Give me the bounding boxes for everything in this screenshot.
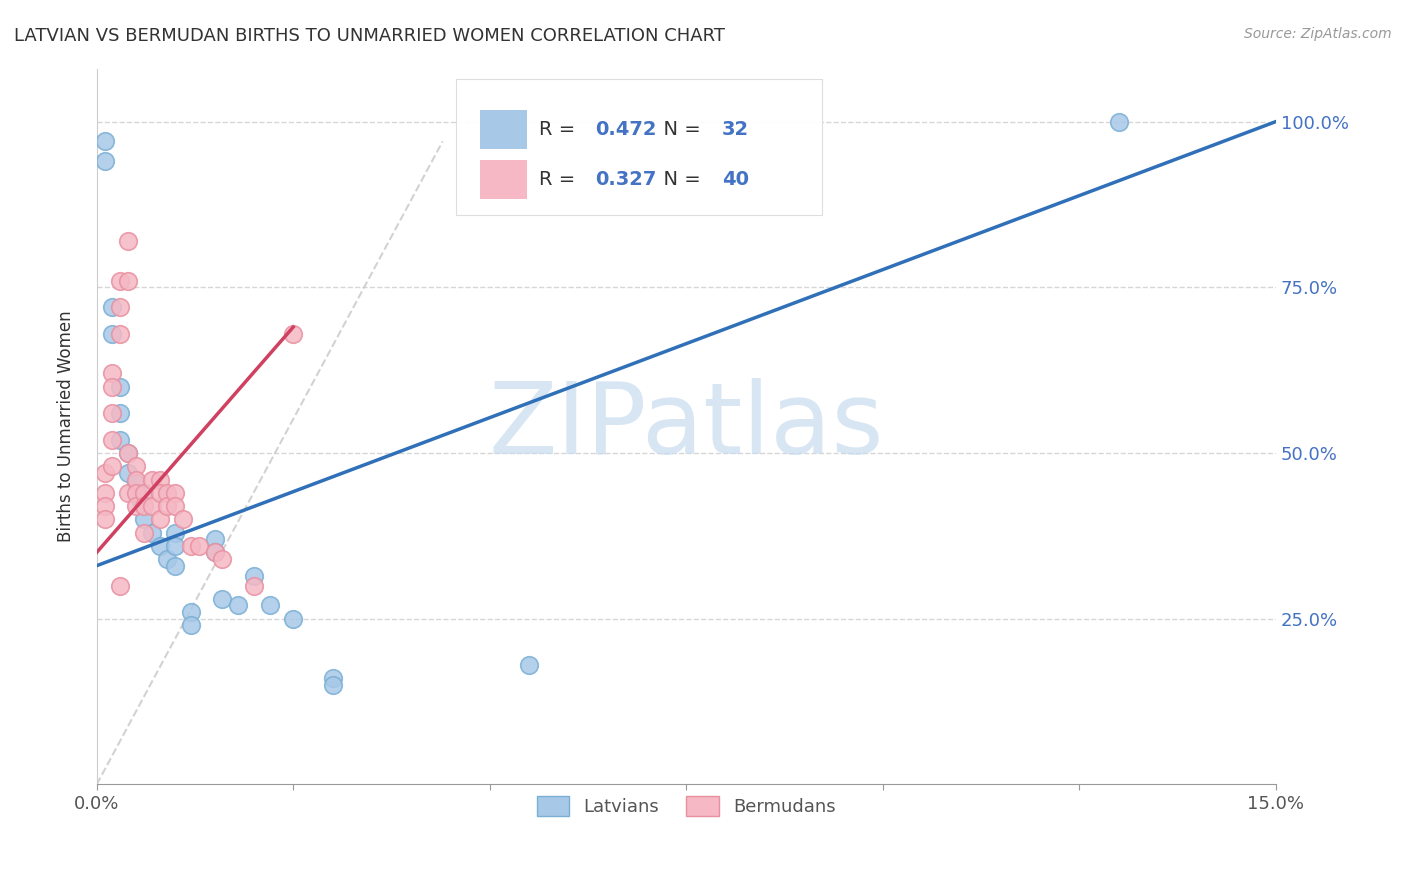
Point xyxy=(165,499,187,513)
Point xyxy=(517,658,540,673)
Point xyxy=(101,406,124,420)
Point xyxy=(322,678,344,692)
Point xyxy=(129,492,152,507)
Point xyxy=(1108,114,1130,128)
Point xyxy=(187,539,209,553)
Point xyxy=(132,525,155,540)
Point xyxy=(165,485,187,500)
Text: 40: 40 xyxy=(721,170,749,189)
Point xyxy=(110,406,132,420)
Text: ZIPatlas: ZIPatlas xyxy=(488,378,884,475)
Point xyxy=(283,326,305,341)
Point xyxy=(101,433,124,447)
Y-axis label: Births to Unmarried Women: Births to Unmarried Women xyxy=(58,310,75,542)
Text: LATVIAN VS BERMUDAN BIRTHS TO UNMARRIED WOMEN CORRELATION CHART: LATVIAN VS BERMUDAN BIRTHS TO UNMARRIED … xyxy=(14,27,725,45)
Point xyxy=(117,234,139,248)
Point xyxy=(156,552,179,566)
Text: Source: ZipAtlas.com: Source: ZipAtlas.com xyxy=(1244,27,1392,41)
Point xyxy=(141,525,163,540)
Point xyxy=(110,380,132,394)
Point xyxy=(117,274,139,288)
Point xyxy=(149,539,172,553)
Text: R =: R = xyxy=(538,120,582,139)
Point xyxy=(110,326,132,341)
Point xyxy=(149,473,172,487)
Point xyxy=(141,473,163,487)
Point xyxy=(101,300,124,314)
Point xyxy=(110,274,132,288)
FancyBboxPatch shape xyxy=(457,79,823,215)
Point xyxy=(180,618,202,632)
Point xyxy=(141,499,163,513)
Point xyxy=(165,558,187,573)
Point xyxy=(125,475,148,490)
Point xyxy=(93,135,115,149)
Point xyxy=(125,485,148,500)
Point xyxy=(204,545,226,559)
Point xyxy=(117,466,139,480)
FancyBboxPatch shape xyxy=(479,110,527,149)
Point xyxy=(93,512,115,526)
Point xyxy=(204,532,226,546)
Point xyxy=(243,568,266,582)
FancyBboxPatch shape xyxy=(479,160,527,199)
Point xyxy=(93,154,115,169)
Point xyxy=(110,578,132,592)
Point xyxy=(101,326,124,341)
Point xyxy=(101,367,124,381)
Point xyxy=(156,499,179,513)
Point xyxy=(322,672,344,686)
Point xyxy=(117,485,139,500)
Point xyxy=(226,599,249,613)
Text: N =: N = xyxy=(651,120,707,139)
Text: R =: R = xyxy=(538,170,582,189)
Text: 32: 32 xyxy=(721,120,749,139)
Point xyxy=(125,459,148,474)
Text: 0.327: 0.327 xyxy=(596,170,657,189)
Point xyxy=(211,591,233,606)
Point xyxy=(132,512,155,526)
Point xyxy=(93,485,115,500)
Point xyxy=(156,485,179,500)
Point xyxy=(204,545,226,559)
Point xyxy=(259,599,281,613)
Point xyxy=(101,459,124,474)
Point xyxy=(117,446,139,460)
Point xyxy=(125,473,148,487)
Point xyxy=(149,512,172,526)
Point xyxy=(132,485,155,500)
Point xyxy=(211,552,233,566)
Point xyxy=(101,380,124,394)
Text: N =: N = xyxy=(651,170,707,189)
Point xyxy=(125,499,148,513)
Point xyxy=(165,525,187,540)
Point xyxy=(172,512,194,526)
Point xyxy=(180,539,202,553)
Point xyxy=(165,539,187,553)
Point xyxy=(149,485,172,500)
Point xyxy=(117,446,139,460)
Point xyxy=(132,485,155,500)
Legend: Latvians, Bermudans: Latvians, Bermudans xyxy=(527,787,845,825)
Point xyxy=(180,605,202,619)
Point xyxy=(93,466,115,480)
Point xyxy=(132,499,155,513)
Point xyxy=(243,578,266,592)
Point xyxy=(110,433,132,447)
Point xyxy=(283,612,305,626)
Point xyxy=(93,499,115,513)
Text: 0.472: 0.472 xyxy=(596,120,657,139)
Point xyxy=(110,300,132,314)
